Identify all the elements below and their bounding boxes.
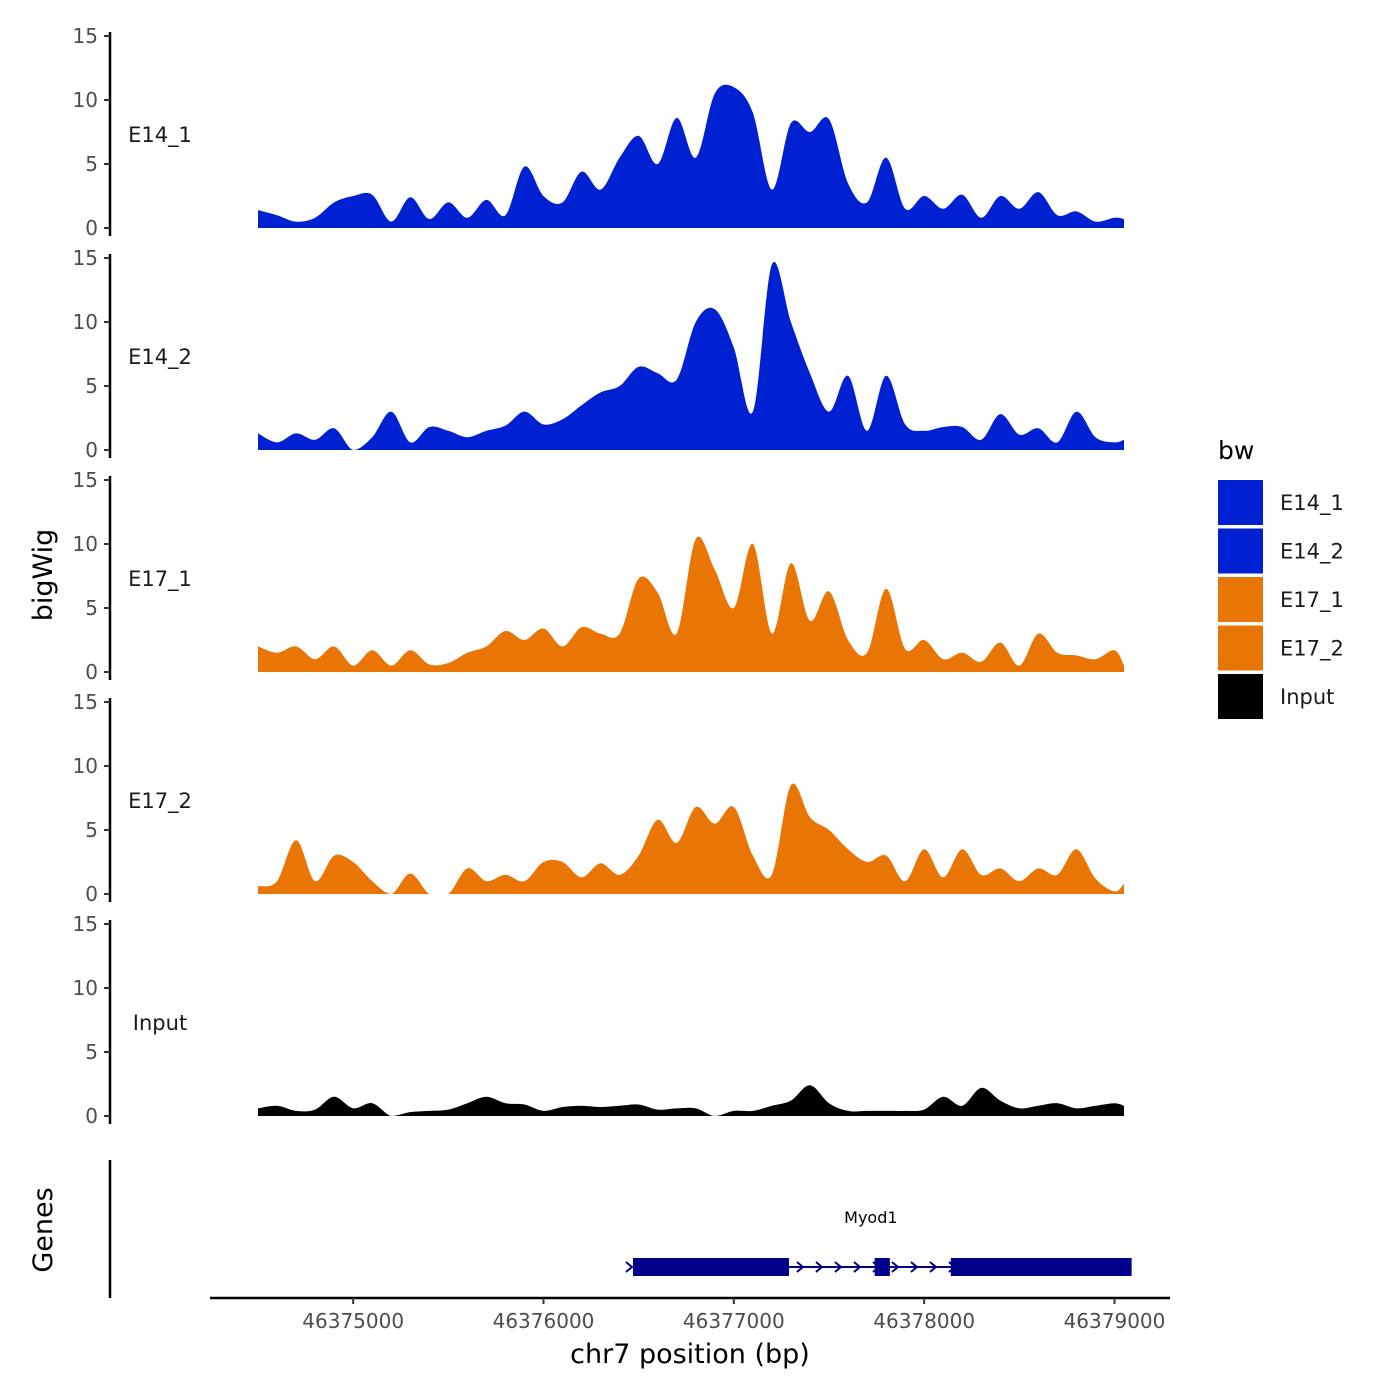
y-tick-label: 0	[85, 216, 98, 240]
x-tick-label: 46377000	[683, 1309, 785, 1333]
track-E14_1: 0 5 10 15 E14_1	[73, 24, 1124, 240]
legend-title: bw	[1218, 436, 1254, 465]
x-axis-title: chr7 position (bp)	[570, 1339, 810, 1370]
y-tick-label: 5	[85, 1040, 98, 1064]
gene-Myod1: Myod1	[625, 1208, 1132, 1276]
x-tick-label: 46375000	[302, 1309, 404, 1333]
legend-key-E14_1	[1218, 480, 1263, 525]
y-tick-label: 5	[85, 596, 98, 620]
track-E14_2: 0 5 10 15 E14_2	[73, 246, 1124, 462]
y-tick-label: 5	[85, 374, 98, 398]
track-label-E17_1: E17_1	[128, 567, 192, 592]
y-tick-label: 15	[73, 690, 98, 714]
legend: bw E14_1 E14_2 E17_1 E17_2 Input	[1218, 436, 1344, 719]
y-tick-label: 10	[73, 754, 98, 778]
area-E17_2	[258, 783, 1124, 894]
track-label-Input: Input	[133, 1011, 187, 1035]
legend-key-E17_1	[1218, 577, 1263, 622]
y-tick-label: 10	[73, 532, 98, 556]
legend-label-E17_2: E17_2	[1280, 637, 1344, 662]
area-E14_2	[258, 261, 1124, 450]
x-axis: 46375000 46376000 46377000 46378000 46379000	[210, 1296, 1170, 1333]
genes-axis-title: Genes	[28, 1187, 59, 1272]
area-E17_1	[258, 536, 1124, 672]
y-tick-label: 15	[73, 912, 98, 936]
legend-key-E17_2	[1218, 625, 1263, 671]
strand-arrow	[834, 1261, 843, 1273]
strand-arrow	[796, 1261, 805, 1273]
track-E17_1: 0 5 10 15 E17_1	[73, 468, 1124, 684]
track-Input: 0 5 10 15 Input	[73, 912, 1124, 1128]
y-tick-label: 5	[85, 818, 98, 842]
track-E17_2: 0 5 10 15 E17_2	[73, 690, 1124, 906]
legend-label-E17_1: E17_1	[1280, 588, 1344, 613]
y-tick-label: 15	[73, 24, 98, 48]
legend-label-Input: Input	[1280, 685, 1334, 709]
gene-exon	[632, 1258, 790, 1276]
strand-arrow	[815, 1261, 824, 1273]
y-tick-label: 10	[73, 976, 98, 1000]
tracks-layer: 0 5 10 15 E14_1 0 5 10 15 E14_2 0 5 10 15 E17_1 0 5 10 15 E…	[73, 24, 1124, 1128]
gene-exon	[950, 1258, 1132, 1276]
strand-arrow	[910, 1261, 919, 1273]
legend-label-E14_1: E14_1	[1280, 491, 1344, 516]
strand-arrow	[853, 1261, 862, 1273]
strand-arrow	[891, 1261, 900, 1273]
genes-track: Myod1	[108, 1160, 1132, 1298]
strand-arrow	[625, 1261, 634, 1273]
gene-exon	[874, 1258, 890, 1276]
legend-label-E14_2: E14_2	[1280, 540, 1344, 565]
track-label-E14_1: E14_1	[128, 123, 192, 148]
strand-arrow	[929, 1261, 938, 1273]
x-tick-label: 46378000	[873, 1309, 975, 1333]
y-tick-label: 10	[73, 88, 98, 112]
area-E14_1	[258, 84, 1124, 228]
y-tick-label: 0	[85, 882, 98, 906]
track-label-E14_2: E14_2	[128, 345, 192, 370]
x-tick-label: 46379000	[1064, 1309, 1166, 1333]
y-axis-title: bigWig	[28, 529, 59, 622]
legend-key-Input	[1218, 674, 1263, 719]
area-Input	[258, 1085, 1124, 1116]
track-label-E17_2: E17_2	[128, 789, 192, 814]
y-tick-label: 10	[73, 310, 98, 334]
gene-label: Myod1	[844, 1208, 897, 1227]
legend-key-E14_2	[1218, 528, 1263, 574]
y-tick-label: 0	[85, 1104, 98, 1128]
y-tick-label: 0	[85, 438, 98, 462]
y-tick-label: 5	[85, 152, 98, 176]
y-tick-label: 15	[73, 246, 98, 270]
y-tick-label: 15	[73, 468, 98, 492]
y-tick-label: 0	[85, 660, 98, 684]
x-tick-label: 46376000	[493, 1309, 595, 1333]
